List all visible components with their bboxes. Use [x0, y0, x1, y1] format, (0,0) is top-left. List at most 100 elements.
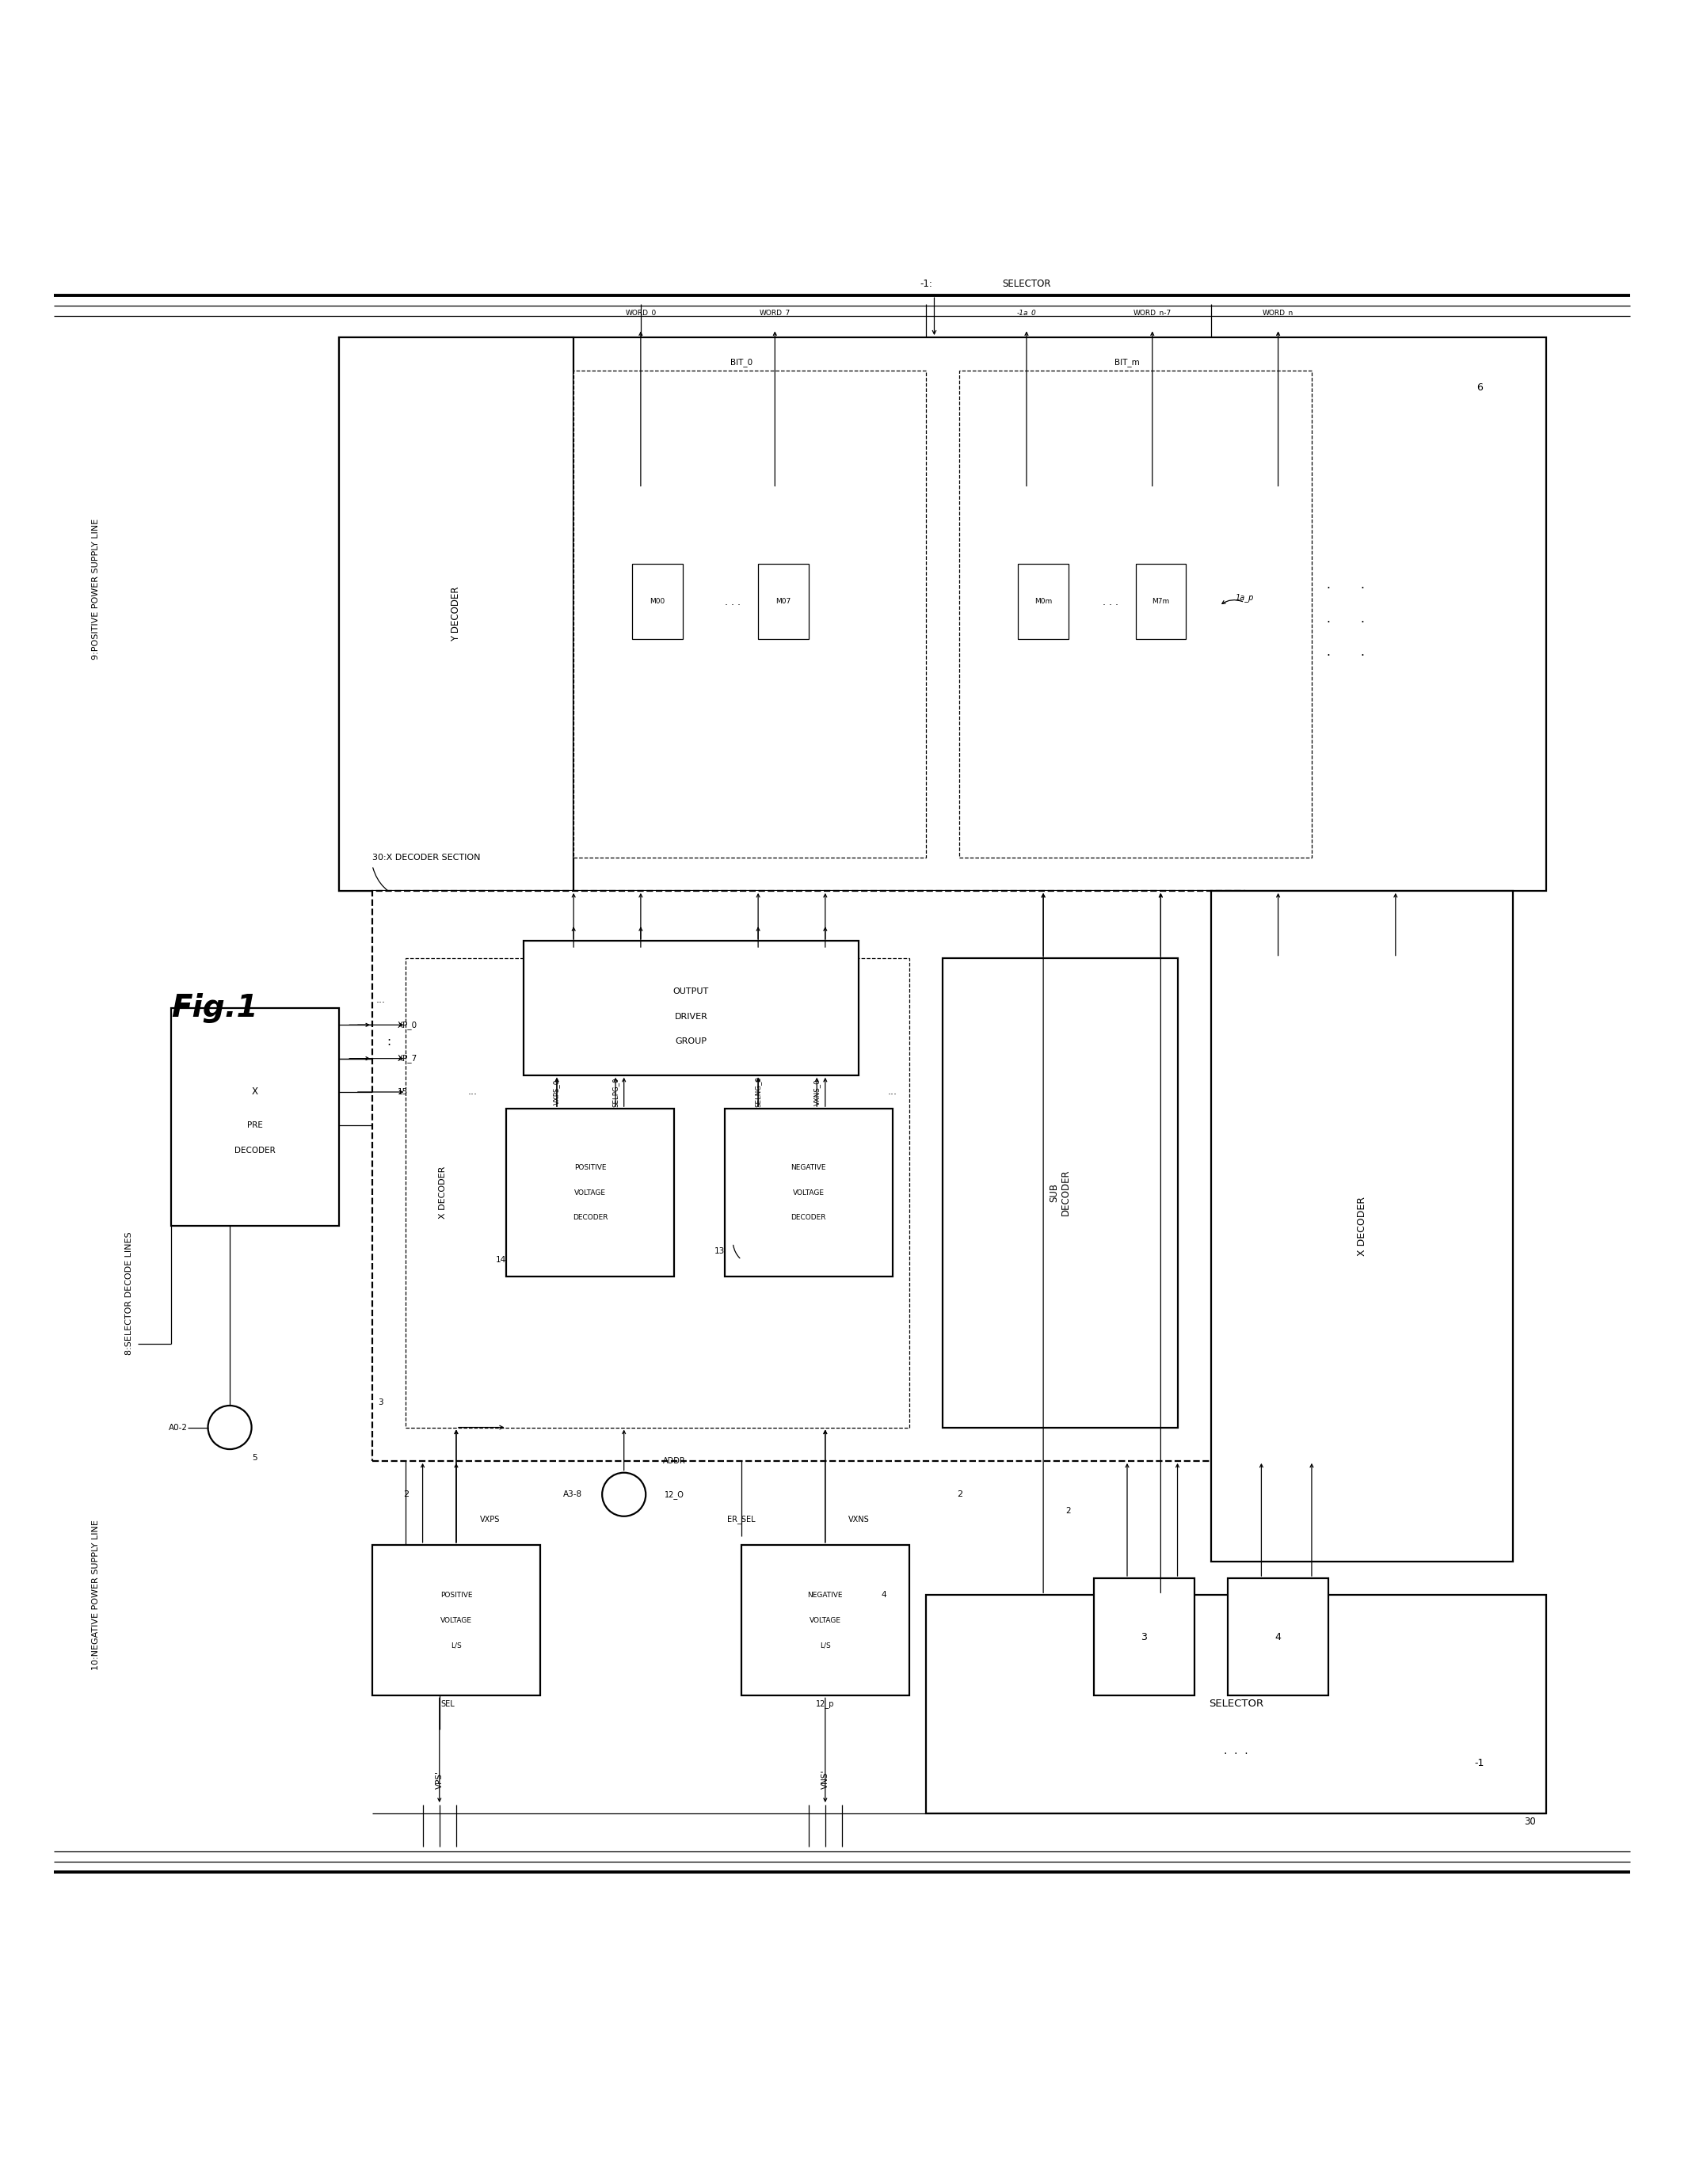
- FancyBboxPatch shape: [524, 941, 859, 1075]
- Text: ...: ...: [376, 994, 386, 1005]
- Text: BIT_m: BIT_m: [1115, 358, 1140, 367]
- Text: VXPS_0: VXPS_0: [554, 1079, 561, 1105]
- Text: VOLTAGE: VOLTAGE: [574, 1188, 606, 1197]
- Text: SUB
DECODER: SUB DECODER: [1049, 1168, 1071, 1216]
- Text: XP_7: XP_7: [397, 1055, 418, 1064]
- Text: GROUP: GROUP: [675, 1037, 707, 1046]
- Text: · · ·: · · ·: [1103, 601, 1118, 612]
- Text: X DECODER: X DECODER: [440, 1166, 446, 1219]
- Text: Fig.1: Fig.1: [172, 994, 258, 1022]
- Text: DECODER: DECODER: [234, 1147, 276, 1155]
- FancyBboxPatch shape: [574, 371, 926, 858]
- Text: L/S: L/S: [451, 1642, 461, 1649]
- Text: SELNG_0: SELNG_0: [754, 1077, 761, 1107]
- Text: VOLTAGE: VOLTAGE: [810, 1616, 840, 1623]
- Text: VNS': VNS': [822, 1769, 829, 1789]
- Text: A0-2: A0-2: [168, 1424, 189, 1431]
- Text: -1a_0: -1a_0: [1017, 308, 1036, 317]
- Text: M0m: M0m: [1034, 598, 1052, 605]
- FancyBboxPatch shape: [1211, 891, 1512, 1562]
- Text: WORD_n: WORD_n: [1263, 308, 1293, 317]
- Text: -1:: -1:: [919, 280, 933, 288]
- Text: ·: ·: [1361, 583, 1364, 594]
- FancyBboxPatch shape: [406, 959, 909, 1428]
- FancyBboxPatch shape: [741, 1544, 909, 1695]
- FancyBboxPatch shape: [1228, 1579, 1329, 1695]
- Text: POSITIVE: POSITIVE: [574, 1164, 606, 1171]
- Text: 30: 30: [1524, 1817, 1536, 1826]
- Text: ·: ·: [1361, 616, 1364, 629]
- Text: 9:POSITIVE POWER SUPPLY LINE: 9:POSITIVE POWER SUPPLY LINE: [91, 518, 99, 660]
- Text: ...: ...: [468, 1088, 478, 1096]
- Text: -1: -1: [1475, 1758, 1484, 1767]
- Text: SELPG_0: SELPG_0: [611, 1077, 620, 1107]
- Text: 3: 3: [1140, 1631, 1147, 1642]
- Text: 2: 2: [1066, 1507, 1071, 1516]
- Text: VXNS_0: VXNS_0: [813, 1079, 820, 1105]
- Text: M7m: M7m: [1152, 598, 1169, 605]
- Text: 4: 4: [881, 1592, 886, 1599]
- Text: XP_0: XP_0: [397, 1020, 418, 1029]
- Text: WORD_0: WORD_0: [625, 308, 657, 317]
- FancyBboxPatch shape: [372, 891, 1244, 1461]
- Text: 8:SELECTOR DECODE LINES: 8:SELECTOR DECODE LINES: [125, 1232, 133, 1354]
- Text: SELECTOR: SELECTOR: [1002, 280, 1051, 288]
- Text: NEGATIVE: NEGATIVE: [791, 1164, 827, 1171]
- Text: 14: 14: [497, 1256, 507, 1265]
- Text: 3: 3: [379, 1398, 384, 1406]
- Text: WORD_n-7: WORD_n-7: [1133, 308, 1172, 317]
- FancyBboxPatch shape: [1019, 563, 1068, 640]
- Text: VPS': VPS': [436, 1771, 443, 1789]
- FancyBboxPatch shape: [960, 371, 1312, 858]
- Text: 6: 6: [1477, 382, 1482, 393]
- Text: 15: 15: [397, 1088, 408, 1096]
- Text: · · ·: · · ·: [726, 601, 741, 612]
- Text: PRE: PRE: [248, 1123, 263, 1129]
- Text: X: X: [251, 1088, 258, 1096]
- FancyBboxPatch shape: [1135, 563, 1186, 640]
- Text: VOLTAGE: VOLTAGE: [440, 1616, 472, 1623]
- Text: ·: ·: [1327, 583, 1330, 594]
- Text: 30:X DECODER SECTION: 30:X DECODER SECTION: [372, 854, 480, 860]
- FancyBboxPatch shape: [926, 1594, 1546, 1813]
- FancyBboxPatch shape: [1093, 1579, 1194, 1695]
- Text: M07: M07: [776, 598, 791, 605]
- Text: SEL: SEL: [441, 1699, 455, 1708]
- Text: 13: 13: [714, 1247, 724, 1256]
- Text: 10:NEGATIVE POWER SUPPLY LINE: 10:NEGATIVE POWER SUPPLY LINE: [91, 1520, 99, 1671]
- Text: DRIVER: DRIVER: [675, 1013, 707, 1020]
- Text: ·: ·: [1361, 651, 1364, 662]
- FancyBboxPatch shape: [172, 1009, 338, 1225]
- Text: BIT_0: BIT_0: [731, 358, 753, 367]
- Text: ...: ...: [887, 1088, 898, 1096]
- FancyBboxPatch shape: [338, 336, 574, 891]
- Text: ER_SEL: ER_SEL: [727, 1516, 756, 1524]
- Text: 1a_p: 1a_p: [1236, 594, 1255, 601]
- Text: X DECODER: X DECODER: [1357, 1197, 1367, 1256]
- Text: OUTPUT: OUTPUT: [674, 987, 709, 996]
- Text: ·: ·: [1327, 651, 1330, 662]
- Text: L/S: L/S: [820, 1642, 830, 1649]
- Text: 2: 2: [402, 1489, 409, 1498]
- Text: M00: M00: [650, 598, 665, 605]
- Text: NEGATIVE: NEGATIVE: [808, 1592, 844, 1599]
- FancyBboxPatch shape: [632, 563, 682, 640]
- Text: VXNS: VXNS: [849, 1516, 869, 1524]
- Text: 12_O: 12_O: [665, 1489, 684, 1498]
- Text: A3-8: A3-8: [562, 1489, 583, 1498]
- Text: VXPS: VXPS: [480, 1516, 500, 1524]
- FancyBboxPatch shape: [338, 336, 1546, 891]
- Text: ·: ·: [1327, 616, 1330, 629]
- FancyBboxPatch shape: [724, 1109, 893, 1275]
- Text: 5: 5: [253, 1455, 258, 1461]
- Text: 12_p: 12_p: [817, 1699, 835, 1708]
- FancyBboxPatch shape: [507, 1109, 674, 1275]
- Text: DECODER: DECODER: [791, 1214, 827, 1221]
- Text: POSITIVE: POSITIVE: [440, 1592, 472, 1599]
- FancyBboxPatch shape: [943, 959, 1177, 1428]
- Text: Y DECODER: Y DECODER: [451, 587, 461, 642]
- Text: WORD_7: WORD_7: [759, 308, 790, 317]
- FancyBboxPatch shape: [372, 1544, 541, 1695]
- Text: :: :: [387, 1035, 391, 1048]
- Text: 2: 2: [957, 1489, 962, 1498]
